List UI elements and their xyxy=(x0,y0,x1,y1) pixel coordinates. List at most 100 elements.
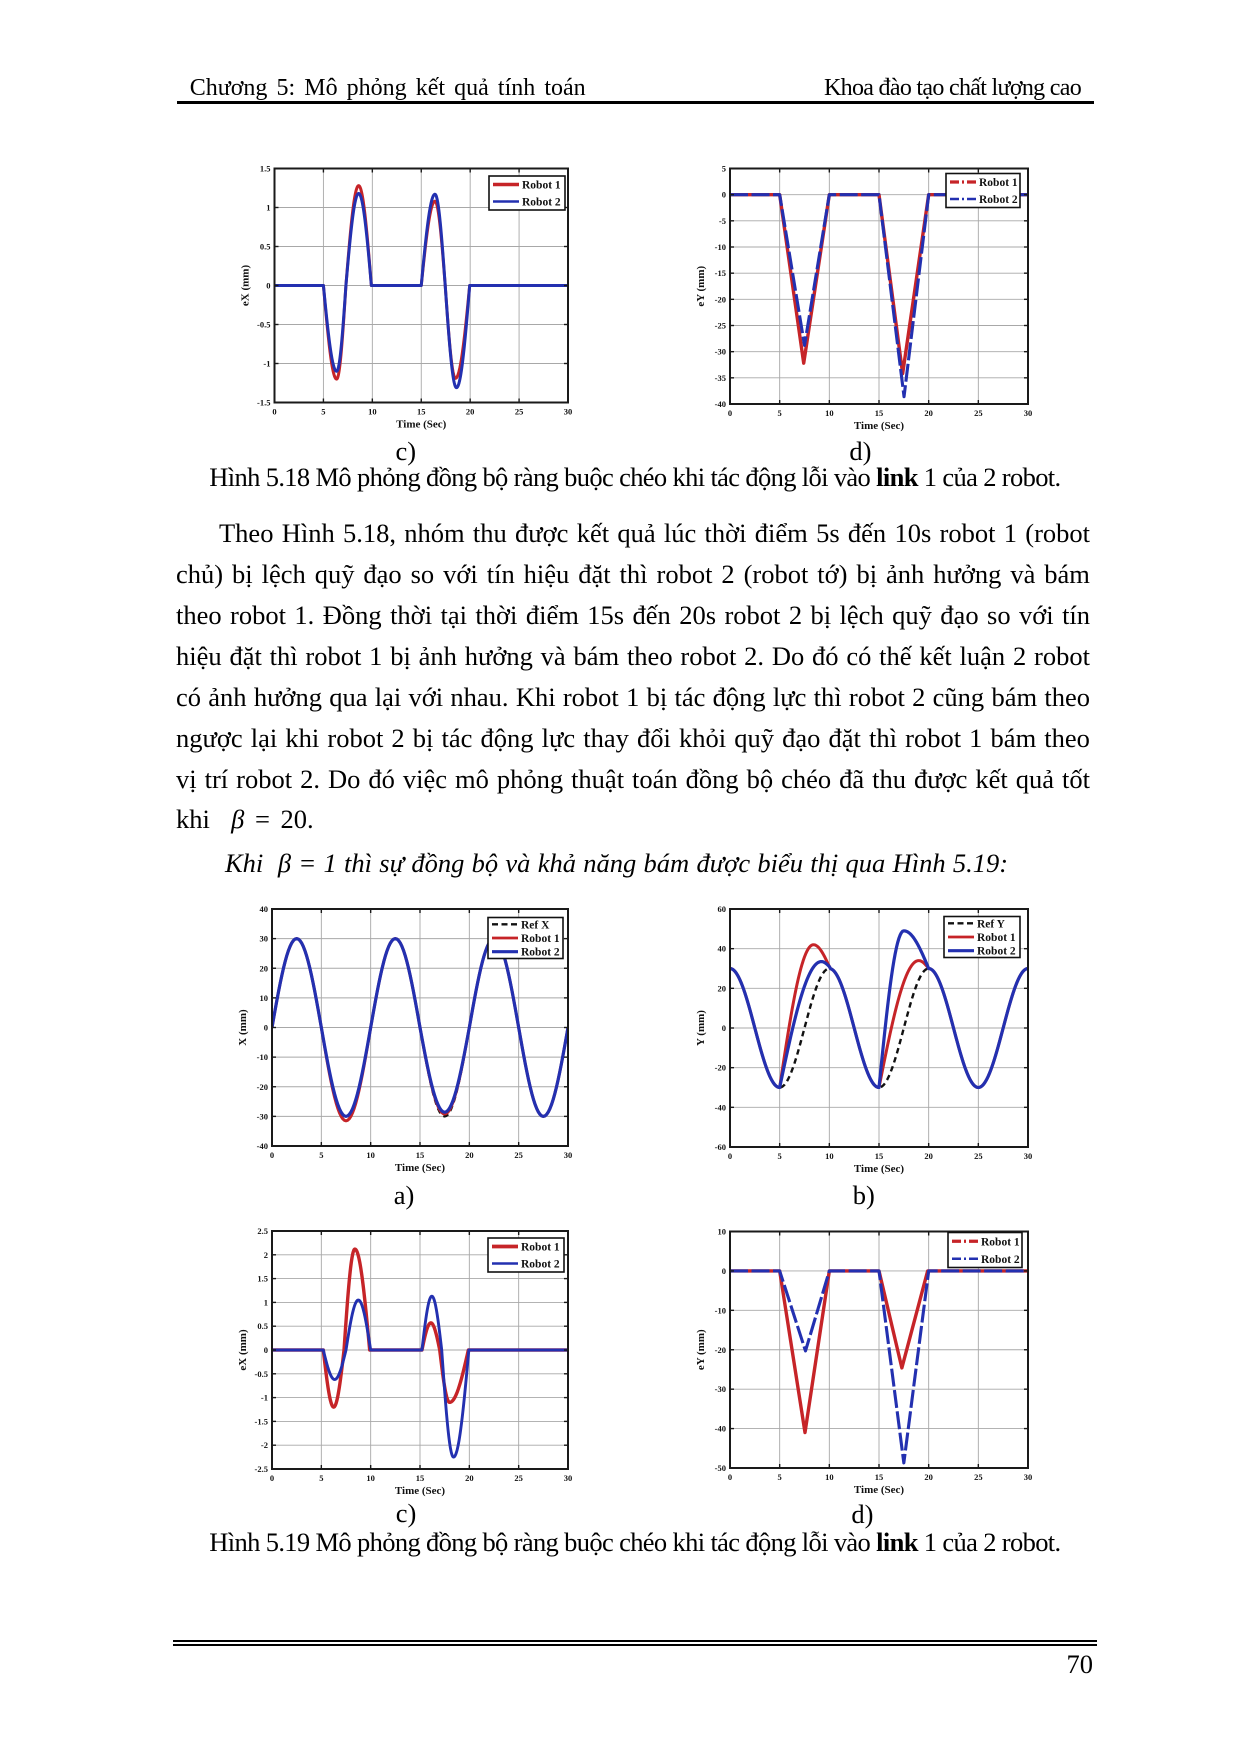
svg-text:25: 25 xyxy=(515,407,524,417)
svg-text:Robot 2: Robot 2 xyxy=(521,947,560,959)
svg-text:1: 1 xyxy=(264,1297,268,1307)
svg-text:40: 40 xyxy=(260,904,269,914)
svg-text:Ref X: Ref X xyxy=(521,919,550,931)
svg-text:-10: -10 xyxy=(257,1052,268,1062)
svg-text:Robot 1: Robot 1 xyxy=(522,180,561,192)
svg-text:Robot 1: Robot 1 xyxy=(521,933,560,945)
svg-text:40: 40 xyxy=(718,944,727,954)
svg-text:0: 0 xyxy=(728,408,732,418)
svg-text:1.5: 1.5 xyxy=(260,164,271,174)
svg-text:0: 0 xyxy=(270,1473,274,1483)
svg-text:15: 15 xyxy=(875,408,884,418)
svg-text:0.5: 0.5 xyxy=(257,1321,268,1331)
svg-text:5: 5 xyxy=(722,164,726,174)
svg-text:-40: -40 xyxy=(715,1102,726,1112)
svg-text:20: 20 xyxy=(466,407,475,417)
svg-text:-1.5: -1.5 xyxy=(255,1416,268,1426)
svg-text:-1.5: -1.5 xyxy=(257,398,270,408)
svg-text:20: 20 xyxy=(260,963,269,973)
svg-text:20: 20 xyxy=(718,983,727,993)
svg-text:-20: -20 xyxy=(715,1063,726,1073)
svg-text:20: 20 xyxy=(465,1150,474,1160)
svg-text:Robot 1: Robot 1 xyxy=(521,1242,560,1254)
svg-text:15: 15 xyxy=(416,1150,425,1160)
svg-text:10: 10 xyxy=(366,1473,375,1483)
svg-text:-1: -1 xyxy=(261,1393,268,1403)
svg-text:eX (mm): eX (mm) xyxy=(240,265,252,307)
svg-text:20: 20 xyxy=(924,408,933,418)
svg-text:0: 0 xyxy=(264,1023,268,1033)
svg-text:2.5: 2.5 xyxy=(257,1226,268,1236)
svg-text:X (mm): X (mm) xyxy=(237,1009,249,1046)
svg-text:Time (Sec): Time (Sec) xyxy=(854,420,905,432)
svg-text:60: 60 xyxy=(718,904,727,914)
svg-text:-10: -10 xyxy=(715,1305,726,1315)
svg-text:-40: -40 xyxy=(715,399,726,409)
svg-text:Time (Sec): Time (Sec) xyxy=(395,1485,446,1497)
svg-text:-5: -5 xyxy=(719,216,726,226)
svg-text:25: 25 xyxy=(974,1151,983,1161)
svg-text:0: 0 xyxy=(728,1472,732,1482)
svg-text:10: 10 xyxy=(366,1150,375,1160)
svg-text:eY (mm): eY (mm) xyxy=(695,266,707,307)
svg-text:-30: -30 xyxy=(715,1384,726,1394)
svg-text:-40: -40 xyxy=(257,1141,268,1151)
svg-text:5: 5 xyxy=(778,1472,782,1482)
svg-text:-30: -30 xyxy=(257,1111,268,1121)
svg-text:-40: -40 xyxy=(715,1424,726,1434)
svg-text:20: 20 xyxy=(924,1472,933,1482)
svg-text:Robot 1: Robot 1 xyxy=(979,177,1018,189)
svg-text:-10: -10 xyxy=(715,242,726,252)
svg-text:0: 0 xyxy=(722,1023,726,1033)
svg-text:-0.5: -0.5 xyxy=(255,1369,268,1379)
svg-text:-30: -30 xyxy=(715,347,726,357)
svg-text:-20: -20 xyxy=(715,1345,726,1355)
svg-text:Robot 1: Robot 1 xyxy=(981,1236,1020,1248)
svg-text:Time (Sec): Time (Sec) xyxy=(854,1484,905,1496)
svg-text:eY (mm): eY (mm) xyxy=(695,1329,707,1370)
svg-text:Robot 2: Robot 2 xyxy=(521,1259,560,1271)
svg-text:0: 0 xyxy=(264,1345,268,1355)
svg-text:25: 25 xyxy=(974,408,983,418)
svg-text:20: 20 xyxy=(924,1151,933,1161)
svg-text:0: 0 xyxy=(722,1266,726,1276)
svg-text:Ref Y: Ref Y xyxy=(977,918,1006,930)
svg-text:30: 30 xyxy=(564,1150,573,1160)
svg-text:0: 0 xyxy=(272,407,276,417)
svg-text:0: 0 xyxy=(722,190,726,200)
svg-text:0: 0 xyxy=(266,281,270,291)
svg-text:10: 10 xyxy=(718,1227,727,1237)
svg-text:15: 15 xyxy=(417,407,426,417)
svg-text:10: 10 xyxy=(825,1472,834,1482)
svg-text:Robot 1: Robot 1 xyxy=(977,932,1016,944)
svg-text:15: 15 xyxy=(416,1473,425,1483)
svg-text:30: 30 xyxy=(260,934,269,944)
svg-text:25: 25 xyxy=(974,1472,983,1482)
svg-text:Time (Sec): Time (Sec) xyxy=(854,1163,905,1175)
svg-text:eX (mm): eX (mm) xyxy=(237,1329,249,1371)
svg-text:5: 5 xyxy=(778,1151,782,1161)
svg-text:Robot 2: Robot 2 xyxy=(977,946,1016,958)
svg-text:Time (Sec): Time (Sec) xyxy=(395,1162,446,1174)
svg-text:30: 30 xyxy=(1024,1472,1033,1482)
svg-text:-20: -20 xyxy=(715,294,726,304)
svg-text:30: 30 xyxy=(1024,1151,1033,1161)
svg-text:10: 10 xyxy=(260,993,269,1003)
svg-text:-0.5: -0.5 xyxy=(257,320,270,330)
svg-text:1.5: 1.5 xyxy=(257,1274,268,1284)
svg-text:-2.5: -2.5 xyxy=(255,1464,268,1474)
svg-text:25: 25 xyxy=(514,1150,523,1160)
svg-text:10: 10 xyxy=(825,408,834,418)
svg-text:-20: -20 xyxy=(257,1082,268,1092)
svg-text:15: 15 xyxy=(875,1151,884,1161)
svg-text:2: 2 xyxy=(264,1250,268,1260)
svg-text:30: 30 xyxy=(1024,408,1033,418)
svg-text:-60: -60 xyxy=(715,1142,726,1152)
svg-text:Robot 2: Robot 2 xyxy=(522,197,561,209)
svg-text:5: 5 xyxy=(778,408,782,418)
svg-text:10: 10 xyxy=(825,1151,834,1161)
svg-text:Time (Sec): Time (Sec) xyxy=(396,419,447,431)
svg-text:30: 30 xyxy=(564,1473,573,1483)
svg-text:25: 25 xyxy=(514,1473,523,1483)
svg-text:-2: -2 xyxy=(261,1440,268,1450)
